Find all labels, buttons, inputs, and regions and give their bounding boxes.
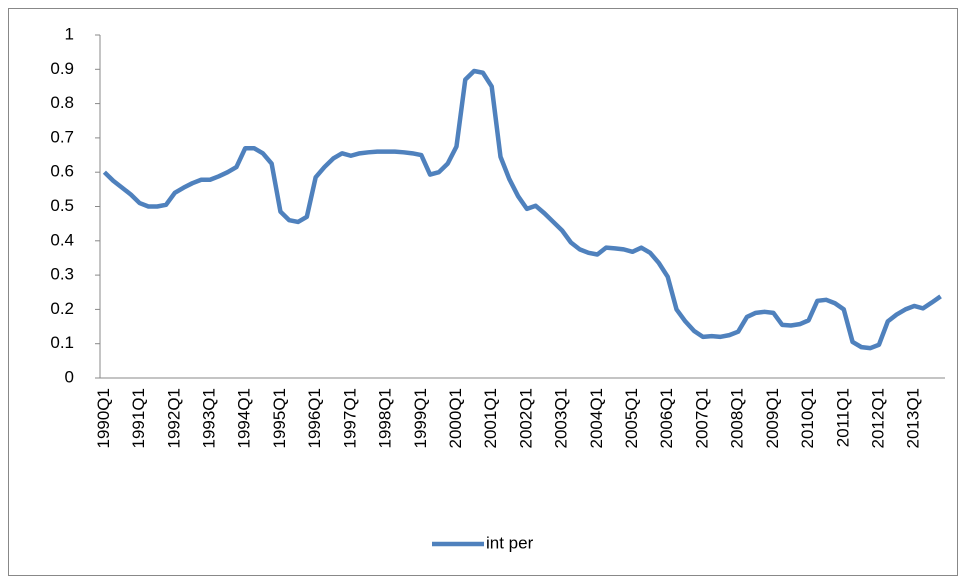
x-tick-label: 2006Q1: [657, 388, 676, 449]
x-tick-label: 1992Q1: [164, 388, 183, 449]
data-line: [102, 68, 942, 351]
x-tick-label: 2013Q1: [904, 388, 923, 449]
x-tick-label: 2005Q1: [622, 388, 641, 449]
y-tick-label: 0.4: [50, 230, 74, 249]
x-tick-label: 1997Q1: [340, 388, 359, 449]
x-tick-label: 2002Q1: [516, 388, 535, 449]
x-tick-label: 2000Q1: [446, 388, 465, 449]
y-tick-label: 1: [65, 24, 74, 43]
x-tick-label: 1990Q1: [94, 388, 113, 449]
x-tick-label: 1998Q1: [376, 388, 395, 449]
x-tick-label: 2007Q1: [692, 388, 711, 449]
x-tick-label: 2011Q1: [833, 388, 852, 447]
chart-frame: [8, 8, 958, 576]
y-tick-label: 0.6: [50, 162, 74, 181]
x-tick-label: 2003Q1: [552, 388, 571, 449]
x-tick-label: 2012Q1: [868, 388, 887, 449]
x-tick-label: 1999Q1: [411, 388, 430, 449]
x-tick-label: 1993Q1: [200, 388, 219, 449]
x-tick-label: 1995Q1: [270, 388, 289, 449]
x-tick-label: 2008Q1: [728, 388, 747, 449]
x-tick-label: 2009Q1: [763, 388, 782, 449]
y-tick-label: 0.7: [50, 127, 74, 146]
y-tick-label: 0.8: [50, 93, 74, 112]
y-tick-label: 0.1: [50, 333, 74, 352]
y-tick-label: 0.9: [50, 59, 74, 78]
x-tick-label: 1996Q1: [305, 388, 324, 449]
x-tick-label: 1991Q1: [129, 388, 148, 449]
y-tick-label: 0.3: [50, 265, 74, 284]
x-tick-label: 2001Q1: [481, 388, 500, 449]
x-tick-label: 2004Q1: [587, 388, 606, 449]
y-tick-label: 0.2: [50, 299, 74, 318]
y-tick-label: 0.5: [50, 196, 74, 215]
legend-label: int per: [486, 533, 534, 552]
y-tick-label: 0: [65, 367, 74, 386]
x-tick-label: 1994Q1: [235, 388, 254, 449]
x-tick-label: 2010Q1: [798, 388, 817, 449]
